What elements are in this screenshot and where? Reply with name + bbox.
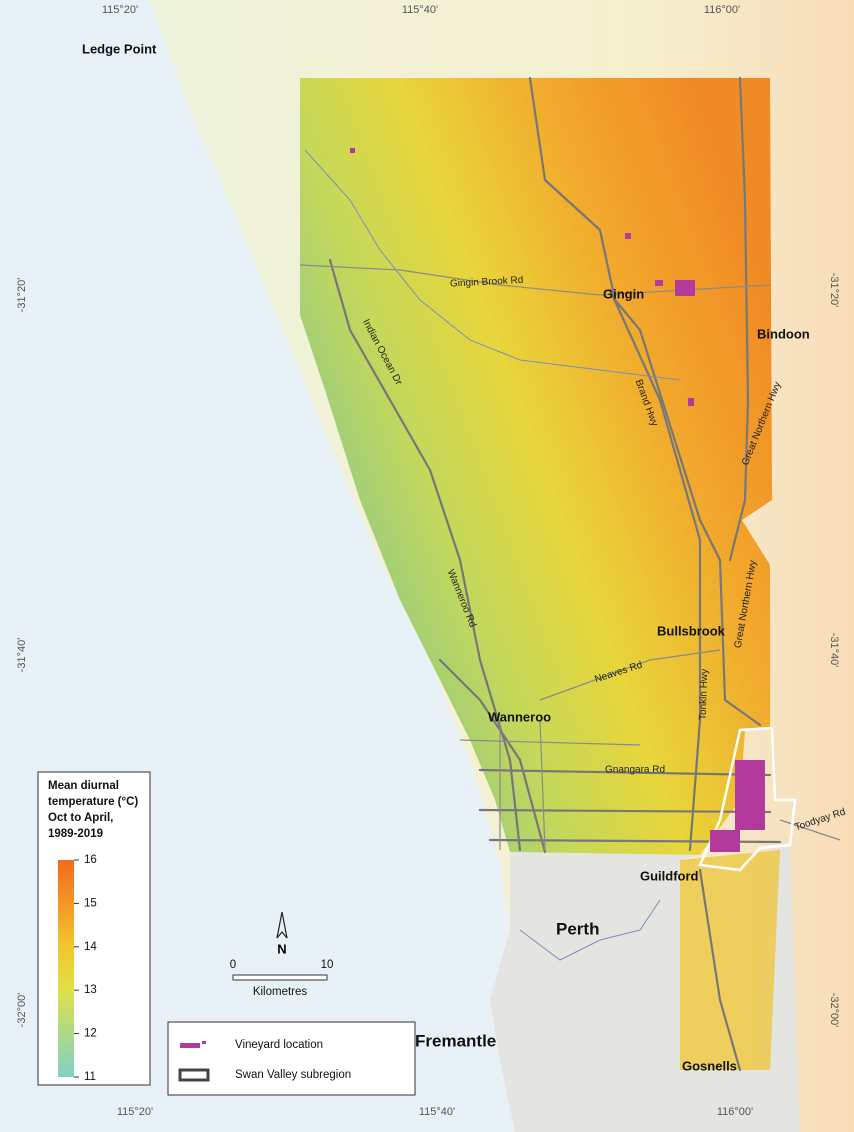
scale-bar-symbol [232,974,328,981]
road [299,264,771,296]
vineyard [710,830,740,852]
legend-title: Mean diurnal [48,780,119,792]
legend-title: 1989-2019 [48,828,103,840]
road-label: Gnangara Rd [605,765,665,776]
north-arrow-symbol [276,911,288,939]
place-label: Bullsbrook [657,623,726,638]
road [539,649,721,701]
vineyard-symbol [202,1041,206,1044]
place-label: Wanneroo [488,709,551,724]
subregion-symbol [178,1068,210,1082]
color-bar-tick-label: 13 [84,984,97,996]
legend-label: Vineyard location [235,1039,323,1051]
road [328,258,522,852]
urban-area [490,842,800,1132]
north-arrow: N [276,911,288,956]
graticule-label: 115°20' [102,4,138,16]
graticule-label: 115°40' [419,1106,455,1118]
road [779,819,841,841]
roads [299,76,841,1072]
graticule: 115°20' 115°40' 116°00' 115°20' 115°40' … [16,4,840,1118]
vineyard [625,233,631,239]
graticule-label: 116°00' [717,1106,753,1118]
vineyard [735,760,765,830]
color-bar-tick-label: 11 [84,1071,96,1083]
vineyards [350,148,765,852]
symbol-legend: Vineyard location Swan Valley subregion [167,1021,416,1096]
places: Ledge Point Gingin Bindoon Bullsbrook Wa… [82,41,810,1073]
place-label: Gingin [603,286,644,301]
graticule-label: 116°00' [704,4,740,16]
scale-unit: Kilometres [253,986,308,998]
color-bar-tick-label: 16 [84,854,97,866]
road-label: Tonkin Hwy [698,669,711,720]
color-bar [58,860,74,1077]
place-label: Guildford [640,868,699,883]
scale-tick-label: 0 [230,959,236,971]
color-bar-tick-label: 15 [84,897,97,909]
graticule-label: 115°40' [402,4,438,16]
scale-bar: 0 10 Kilometres [230,959,334,998]
river [519,899,661,961]
graticule-label: -31°20' [16,278,28,313]
graticule-label: -31°40' [828,633,840,668]
road-label: Gingin Brook Rd [450,275,524,290]
place-label: Fremantle [415,1031,496,1050]
temperature-legend: Mean diurnal temperature (°C) Oct to Apr… [37,771,151,1086]
vineyard [350,148,355,153]
graticule-label: 115°20' [117,1106,153,1118]
north-arrow-label: N [277,941,286,956]
vineyard-symbol [180,1043,200,1048]
place-label: Perth [556,919,599,938]
road [698,868,742,1072]
vineyard [675,280,695,296]
road [728,76,750,562]
legend-title: Oct to April, [48,812,113,824]
road [528,76,762,727]
scale-tick-label: 10 [321,959,334,971]
river [304,149,681,381]
legend-label: Swan Valley subregion [235,1069,351,1081]
legend-box [167,1021,416,1096]
graticule-label: -32°00' [16,993,28,1028]
graticule-label: -32°00' [828,993,840,1028]
graticule-label: -31°40' [16,638,28,673]
road [459,719,641,851]
road [608,288,702,852]
color-bar-tick-label: 14 [84,941,97,953]
place-label: Bindoon [757,326,810,341]
vineyard [655,280,663,286]
vineyard [688,398,694,406]
place-label: Ledge Point [82,41,157,56]
place-label: Gosnells [682,1058,737,1073]
legend-box [37,771,151,1086]
color-bar-tick-label: 12 [84,1028,97,1040]
legend-title: temperature (°C) [48,796,138,808]
graticule-label: -31°20' [828,273,840,308]
road [478,768,772,777]
